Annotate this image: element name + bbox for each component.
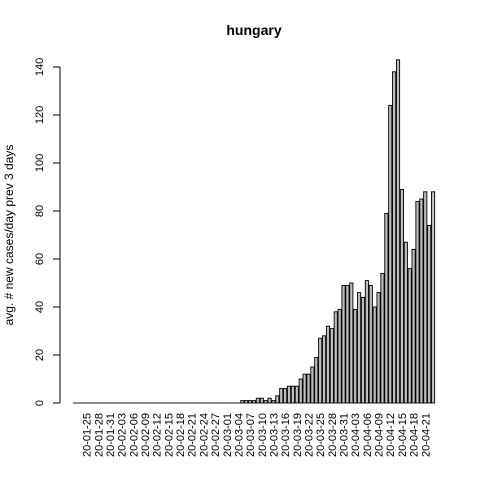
bar bbox=[260, 398, 263, 403]
bar bbox=[346, 285, 349, 403]
bar bbox=[287, 386, 290, 403]
x-tick-label: 20-03-16 bbox=[280, 413, 292, 457]
x-tick-label: 20-04-12 bbox=[385, 413, 397, 457]
bar bbox=[354, 309, 357, 403]
x-tick-label: 20-02-15 bbox=[163, 413, 175, 457]
x-tick-label: 20-02-03 bbox=[117, 413, 129, 457]
y-tick-label: 80 bbox=[34, 205, 46, 217]
bar bbox=[303, 374, 306, 403]
bar bbox=[245, 401, 248, 403]
x-tick-label: 20-02-21 bbox=[187, 413, 199, 457]
bar bbox=[424, 192, 427, 403]
bar bbox=[252, 401, 255, 403]
x-tick-label: 20-01-25 bbox=[82, 413, 94, 457]
bar bbox=[361, 297, 364, 403]
x-tick-label: 20-04-03 bbox=[350, 413, 362, 457]
bar bbox=[276, 396, 279, 403]
bar bbox=[404, 242, 407, 403]
bar bbox=[389, 105, 392, 403]
bar bbox=[334, 312, 337, 403]
bar bbox=[350, 283, 353, 403]
bar bbox=[315, 357, 318, 403]
x-tick-label: 20-04-06 bbox=[362, 413, 374, 457]
x-tick-label: 20-03-07 bbox=[245, 413, 257, 457]
x-tick-label: 20-04-18 bbox=[409, 413, 421, 457]
x-tick-label: 20-03-22 bbox=[303, 413, 315, 457]
bar bbox=[396, 60, 399, 403]
x-tick-label: 20-03-10 bbox=[257, 413, 269, 457]
bar bbox=[264, 401, 267, 403]
bar bbox=[431, 192, 434, 403]
y-tick-label: 140 bbox=[34, 58, 46, 76]
bar bbox=[381, 273, 384, 403]
y-tick-label: 0 bbox=[34, 400, 46, 406]
x-tick-label: 20-01-31 bbox=[105, 413, 117, 457]
bar bbox=[322, 336, 325, 403]
x-tick-label: 20-03-01 bbox=[222, 413, 234, 457]
x-tick-label: 20-04-15 bbox=[397, 413, 409, 457]
bar bbox=[249, 401, 252, 403]
x-axis: 20-01-25 20-01-28 20-01-31 20-02-03 20-02-06… bbox=[82, 413, 433, 457]
y-tick-label: 40 bbox=[34, 301, 46, 313]
bar bbox=[280, 389, 283, 403]
y-tick-label: 100 bbox=[34, 154, 46, 172]
x-tick-label: 20-04-21 bbox=[420, 413, 432, 457]
bar bbox=[307, 374, 310, 403]
x-tick-label: 20-03-19 bbox=[292, 413, 304, 457]
bar bbox=[311, 367, 314, 403]
x-tick-label: 20-03-28 bbox=[327, 413, 339, 457]
x-tick-label: 20-01-28 bbox=[93, 413, 105, 457]
bar bbox=[299, 379, 302, 403]
x-tick-label: 20-02-27 bbox=[210, 413, 222, 457]
y-tick-label: 60 bbox=[34, 253, 46, 265]
bar bbox=[291, 386, 294, 403]
bar-series bbox=[73, 60, 434, 403]
x-tick-label: 20-02-24 bbox=[198, 413, 210, 457]
bar bbox=[319, 338, 322, 403]
bar bbox=[373, 307, 376, 403]
bar bbox=[342, 285, 345, 403]
bar bbox=[412, 249, 415, 403]
x-tick-label: 20-03-04 bbox=[233, 413, 245, 457]
bar bbox=[393, 72, 396, 403]
bar bbox=[268, 398, 271, 403]
bar bbox=[338, 309, 341, 403]
bar bbox=[365, 281, 368, 403]
y-axis-label: avg. # new cases/day prev 3 days bbox=[2, 145, 16, 326]
bar bbox=[330, 329, 333, 403]
x-tick-label: 20-02-18 bbox=[175, 413, 187, 457]
y-tick-label: 20 bbox=[34, 349, 46, 361]
x-tick-label: 20-02-06 bbox=[128, 413, 140, 457]
bar bbox=[428, 225, 431, 403]
bar bbox=[408, 269, 411, 403]
x-tick-label: 20-03-31 bbox=[339, 413, 351, 457]
bar bbox=[358, 293, 361, 403]
bar bbox=[369, 285, 372, 403]
x-tick-label: 20-04-09 bbox=[374, 413, 386, 457]
bar bbox=[256, 398, 259, 403]
bar bbox=[272, 401, 275, 403]
bar bbox=[326, 326, 329, 403]
bar bbox=[416, 201, 419, 403]
bar bbox=[241, 401, 244, 403]
x-tick-label: 20-02-12 bbox=[152, 413, 164, 457]
x-tick-label: 20-03-13 bbox=[268, 413, 280, 457]
x-tick-label: 20-02-09 bbox=[140, 413, 152, 457]
y-axis: 0 20 40 60 80 100 120 140 bbox=[34, 58, 60, 406]
bar bbox=[284, 389, 287, 403]
y-tick-label: 120 bbox=[34, 106, 46, 124]
bar bbox=[385, 213, 388, 403]
x-tick-label: 20-03-25 bbox=[315, 413, 327, 457]
chart-title: hungary bbox=[226, 22, 281, 38]
bar bbox=[420, 199, 423, 403]
bar bbox=[400, 189, 403, 403]
bar bbox=[377, 293, 380, 403]
bar bbox=[295, 386, 298, 403]
